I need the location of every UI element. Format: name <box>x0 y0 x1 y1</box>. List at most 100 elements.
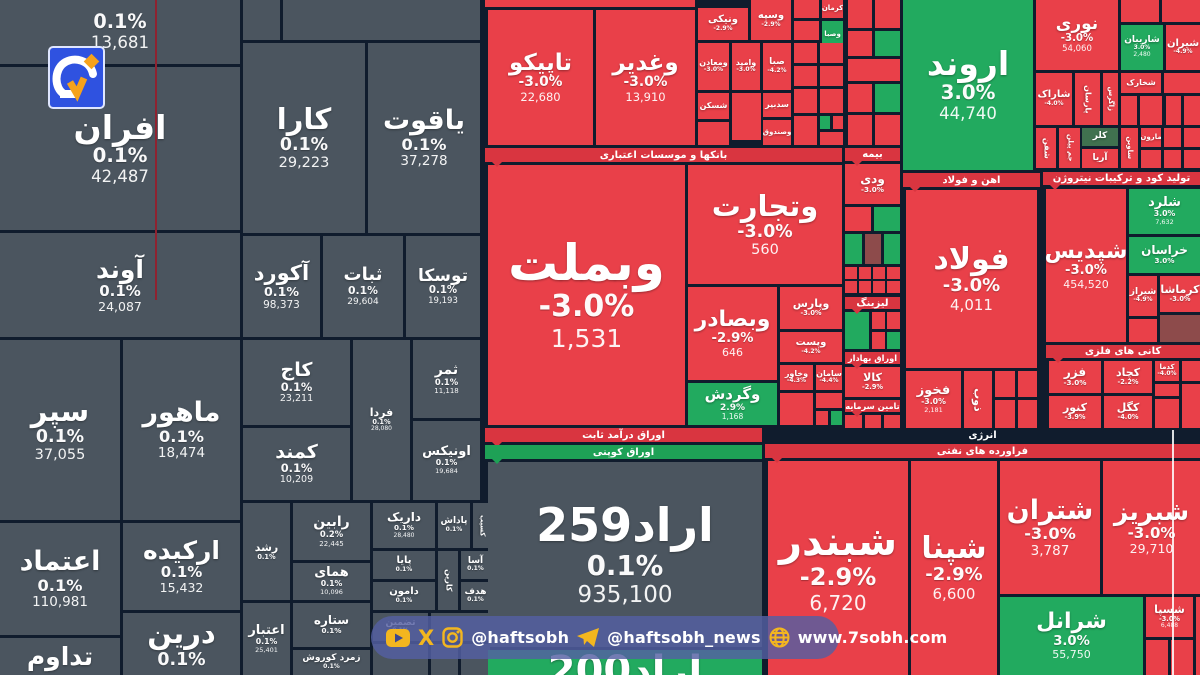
tile-rk4[interactable] <box>1182 384 1200 428</box>
tile-shepna[interactable]: شپنا -2.9% 6,600 <box>911 461 997 675</box>
tile-rt7[interactable] <box>794 66 817 86</box>
tile-vsepah[interactable]: وسپه -2.9% <box>751 0 791 40</box>
telegram-icon[interactable] <box>577 626 600 650</box>
tile-rt10[interactable] <box>820 89 843 113</box>
tile-rm4[interactable] <box>848 59 900 81</box>
tile-paya[interactable]: پایا 0.1% <box>373 551 435 579</box>
tile-sheranol[interactable]: شرانل 3.0% 55,750 <box>1000 597 1143 675</box>
tile-hadaf[interactable]: هدف 0.1% <box>461 582 490 610</box>
tile-gi1[interactable] <box>874 207 900 231</box>
tile-rs1[interactable] <box>995 371 1015 397</box>
tile-vsandogh[interactable]: وصندوق <box>763 120 791 145</box>
tile-gm6[interactable] <box>875 84 900 112</box>
tile-rs2[interactable] <box>1018 371 1037 397</box>
tile-karin[interactable]: کارین <box>438 551 458 610</box>
tile-re1[interactable] <box>1146 640 1168 675</box>
tile-rabin[interactable]: رابین 0.2% 22,445 <box>293 503 370 560</box>
tile-shiraz[interactable]: شیراز -4.9% <box>1129 276 1157 316</box>
tile-shepdis[interactable]: شپدیس -3.0% 454,520 <box>1046 189 1126 342</box>
tile-zagros[interactable]: زاگرس <box>1103 73 1118 125</box>
tile-shkharak[interactable]: شخارک <box>1121 73 1161 93</box>
tile-orkideh[interactable]: ارکیده 0.1% 15,432 <box>123 523 240 610</box>
tile-etemad[interactable]: اعتماد 0.1% 110,981 <box>0 523 120 635</box>
tile-rt1[interactable] <box>794 0 819 18</box>
tile-vebmellat[interactable]: وبملت -3.0% 1,531 <box>488 165 685 425</box>
tile-arvand[interactable]: اروند 3.0% 44,740 <box>903 0 1033 170</box>
tile-zob[interactable]: ذوب <box>964 371 992 428</box>
tile-shefan[interactable]: شفن <box>1036 128 1056 168</box>
tile-vepost[interactable]: وپست -4.2% <box>780 332 842 362</box>
tile-rl3[interactable] <box>872 332 885 349</box>
tile-re3[interactable] <box>1196 597 1200 675</box>
tile-vniki[interactable]: ونیکی -2.9% <box>698 8 748 40</box>
tile-ri3[interactable] <box>859 267 871 279</box>
tile-rt9[interactable] <box>794 89 817 113</box>
tile-rb3[interactable] <box>816 411 828 425</box>
tile-kegol[interactable]: کگل -4.0% <box>1104 396 1152 428</box>
tile-zomorrod[interactable]: زمرد کوروش 0.1% <box>293 650 370 675</box>
tile-akord[interactable]: آکورد 0.1% 98,373 <box>243 236 320 337</box>
tile-rf1[interactable] <box>1129 319 1157 342</box>
tile-gi2[interactable] <box>845 234 862 264</box>
tile-kaj[interactable]: کاج 0.1% 23,211 <box>243 340 350 425</box>
tile-tadavom[interactable]: تداوم <box>0 638 120 675</box>
tile-mahour[interactable]: ماهور 0.1% 18,474 <box>123 340 240 520</box>
tile-red-cut-top[interactable] <box>485 0 695 7</box>
tile-rp4[interactable] <box>1166 96 1181 125</box>
tile-rt11[interactable] <box>794 116 817 145</box>
tile-rk3[interactable] <box>1155 399 1179 428</box>
tile-homay[interactable]: همای 0.1% 10,096 <box>293 563 370 600</box>
tile-shespa[interactable]: شسپا -3.0% 6,488 <box>1146 597 1193 637</box>
tile-chlor[interactable]: کلر <box>1082 128 1118 146</box>
tile-darik[interactable]: داریک 0.1% 28,480 <box>373 503 435 548</box>
tile-rp6[interactable] <box>1141 150 1161 168</box>
tile-rt4[interactable] <box>698 122 729 145</box>
tile-savin[interactable]: ساوین <box>1121 128 1138 168</box>
tile-vgardesh[interactable]: وگردش 2.9% 1,168 <box>688 383 777 425</box>
tile-rt6[interactable] <box>820 43 843 63</box>
tile-etebar[interactable]: اعتبار 0.1% 25,401 <box>243 603 290 675</box>
tile-vmaaden[interactable]: ومعادن -3.0% <box>698 43 729 90</box>
tile-ri1[interactable] <box>845 207 871 231</box>
tile-ri5[interactable] <box>887 267 900 279</box>
tile-rm2[interactable] <box>875 0 900 28</box>
tile-vedey[interactable]: ودی -3.0% <box>845 164 900 204</box>
tile-yaghoot[interactable]: یاقوت 0.1% 37,278 <box>368 43 480 233</box>
tile-kara[interactable]: کارا 0.1% 29,223 <box>243 43 365 233</box>
tile-rm7[interactable] <box>875 115 900 145</box>
tile-top-cut-fund[interactable]: 0.1% 13,681 <box>0 0 240 64</box>
tile-darin[interactable]: درین 0.1% <box>123 613 240 675</box>
tile-ri2[interactable] <box>845 267 857 279</box>
tile-sheskan[interactable]: شسکن <box>698 93 729 119</box>
tile-rp2[interactable] <box>1121 96 1137 125</box>
tile-rc1[interactable] <box>845 415 862 428</box>
tile-shelard[interactable]: شلرد 3.0% 7,632 <box>1129 189 1200 234</box>
tile-gl2[interactable] <box>887 332 900 349</box>
tile-padash[interactable]: پاداش 0.1% <box>438 503 470 548</box>
tile-sharak[interactable]: شاراک -4.0% <box>1036 73 1072 125</box>
tile-rt13[interactable] <box>820 132 843 145</box>
tile-maroon[interactable]: مارون <box>1141 128 1161 147</box>
tile-rb1[interactable] <box>780 393 813 425</box>
tile-shiran[interactable]: شیران -4.9% <box>1166 25 1200 70</box>
tile-cut-b[interactable] <box>283 0 480 40</box>
tile-khorasan[interactable]: خراسان 3.0% <box>1129 237 1200 273</box>
tile-kermasha[interactable]: کرماشا -3.0% <box>1160 276 1200 312</box>
tile-tapico[interactable]: تاپیکو -3.0% 22,680 <box>488 10 593 145</box>
x-twitter-icon[interactable]: X <box>418 625 435 650</box>
tile-vebsader[interactable]: وبصادر -2.9% 646 <box>688 287 777 380</box>
tile-rt5[interactable] <box>794 43 817 63</box>
tile-rs4[interactable] <box>1018 400 1037 428</box>
tile-ri4[interactable] <box>873 267 885 279</box>
tile-parsan[interactable]: پارسان <box>1075 73 1100 125</box>
tile-tooska[interactable]: توسکا 0.1% 19,193 <box>406 236 480 337</box>
tile-gb1[interactable] <box>831 411 842 425</box>
tile-re2[interactable] <box>1171 640 1193 675</box>
tile-rp9[interactable] <box>1164 150 1181 168</box>
tile-ri9[interactable] <box>887 281 900 293</box>
youtube-icon[interactable] <box>386 626 410 650</box>
tile-ri7[interactable] <box>859 281 871 293</box>
tile-rt3[interactable] <box>732 93 761 140</box>
tile-rl2[interactable] <box>887 312 900 329</box>
tile-rtr1[interactable] <box>1121 0 1159 22</box>
